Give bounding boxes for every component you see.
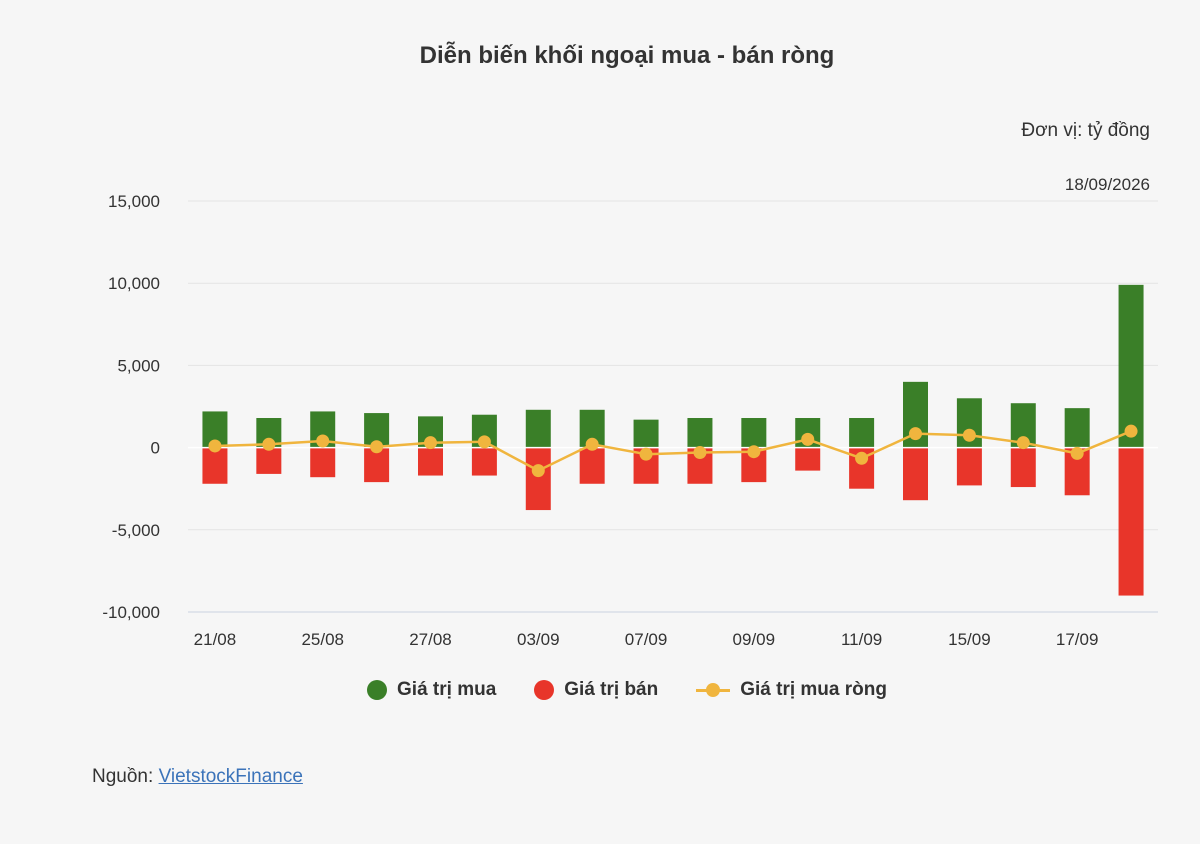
net-point <box>1016 436 1030 450</box>
date-label: 18/09/2026 <box>1064 175 1150 194</box>
sell-bar <box>579 447 605 484</box>
source-prefix: Nguồn: <box>92 766 154 787</box>
net-point <box>531 464 545 478</box>
net-point <box>316 434 330 448</box>
net-point <box>855 451 869 465</box>
sell-bar <box>525 447 551 511</box>
legend-item-buy[interactable]: Giá trị mua <box>367 679 496 701</box>
sell-bar <box>1010 447 1036 488</box>
chart-title: Diễn biến khối ngoại mua - bán ròng <box>419 42 835 69</box>
x-tick-label: 27/08 <box>409 630 452 649</box>
sell-bar <box>418 447 443 476</box>
legend-net-label: Giá trị mua ròng <box>740 679 887 700</box>
net-point <box>1124 424 1138 438</box>
x-tick-label: 11/09 <box>841 630 882 649</box>
sell-bar <box>256 447 282 474</box>
y-tick-label: -10,000 <box>102 603 160 622</box>
buy-bar <box>687 418 713 448</box>
net-point <box>477 435 491 449</box>
x-tick-label: 17/09 <box>1056 630 1099 649</box>
y-tick-label: -5,000 <box>112 521 160 540</box>
net-line <box>208 424 1138 478</box>
net-point <box>208 439 222 453</box>
sell-bar <box>364 447 390 483</box>
net-point <box>639 447 653 461</box>
unit-label: Đơn vị: tỷ đồng <box>1021 120 1150 141</box>
y-tick-label: 10,000 <box>108 274 160 293</box>
buy-bar <box>741 418 767 448</box>
buy-bar <box>1064 408 1090 448</box>
net-point <box>370 440 384 454</box>
sell-bar <box>471 447 497 476</box>
sell-bar <box>310 447 336 478</box>
net-point <box>585 437 599 451</box>
legend-sell-marker <box>534 680 555 700</box>
x-tick-label: 09/09 <box>733 630 776 649</box>
legend-net-marker <box>696 680 731 700</box>
legend-buy-label: Giá trị mua <box>397 679 497 700</box>
legend-item-net[interactable]: Giá trị mua ròng <box>696 679 887 701</box>
net-point <box>424 436 437 450</box>
buy-bar <box>849 418 875 448</box>
x-tick-label: 15/09 <box>948 630 991 649</box>
x-tick-label: 21/08 <box>194 630 237 649</box>
x-axis: 21/08 25/08 27/08 03/09 07/09 09/09 11/09 15/09… <box>194 630 1099 649</box>
x-tick-label: 03/09 <box>517 630 560 649</box>
net-point <box>693 446 707 460</box>
y-axis: 15,000 10,000 5,000 0 -5,000 -10,000 <box>102 192 160 622</box>
sell-bar <box>202 447 228 484</box>
y-tick-label: 5,000 <box>117 356 160 375</box>
bars <box>188 284 1158 596</box>
y-tick-label: 0 <box>151 439 160 458</box>
x-tick-label: 25/08 <box>301 630 344 649</box>
net-series-line <box>214 430 1132 473</box>
net-point <box>962 428 976 442</box>
net-point <box>801 432 815 446</box>
sell-bar <box>956 447 982 486</box>
legend-item-sell[interactable]: Giá trị bán <box>534 679 658 701</box>
buy-bar <box>1118 284 1144 448</box>
x-tick-label: 07/09 <box>625 630 668 649</box>
net-point <box>909 427 922 441</box>
sell-bar <box>795 447 821 471</box>
buy-bar <box>633 419 659 448</box>
legend: Giá trị mua Giá trị bán Giá trị mua ròng <box>0 679 1200 701</box>
legend-sell-label: Giá trị bán <box>564 679 659 700</box>
legend-buy-marker <box>367 680 388 700</box>
net-point <box>1070 446 1084 460</box>
source-line: Nguồn: VietstockFinance <box>92 766 303 788</box>
net-point <box>747 445 761 459</box>
y-tick-label: 15,000 <box>108 192 160 211</box>
sell-bar <box>1118 447 1144 596</box>
sell-bar <box>903 447 928 501</box>
buy-bar <box>525 409 551 448</box>
source-link[interactable]: VietstockFinance <box>158 766 303 787</box>
net-point <box>262 437 276 451</box>
